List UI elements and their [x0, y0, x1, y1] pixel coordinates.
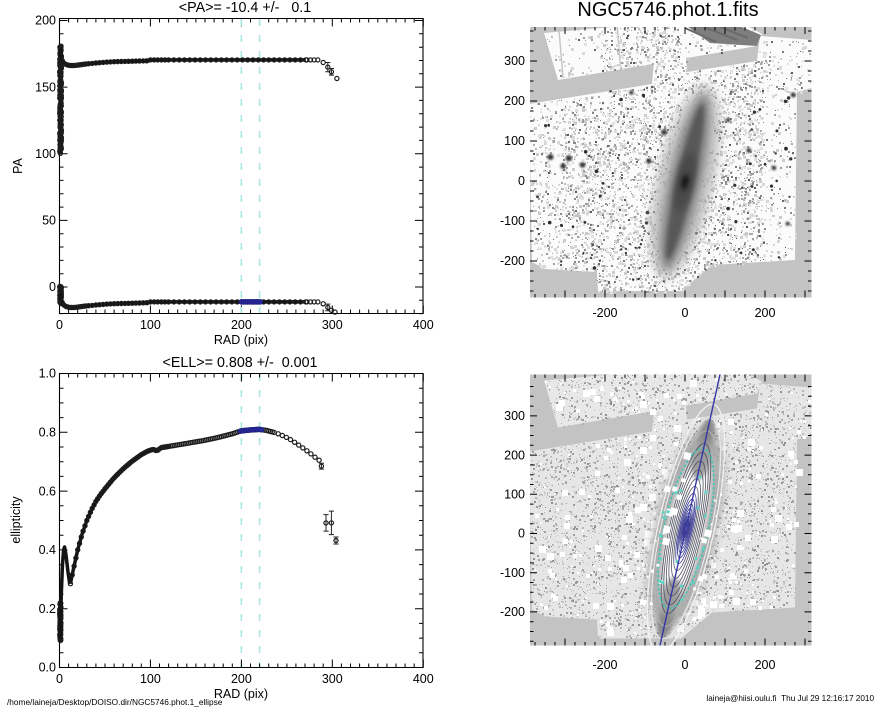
svg-text:200: 200: [231, 672, 252, 686]
svg-text:/home/laineja/Desktop/DOISO.di: /home/laineja/Desktop/DOISO.dir/NGC5746.…: [7, 697, 223, 707]
svg-text:0: 0: [518, 174, 525, 188]
svg-text:0: 0: [49, 280, 56, 294]
svg-text:400: 400: [413, 672, 434, 686]
svg-text:0: 0: [56, 672, 63, 686]
svg-text:0.2: 0.2: [39, 602, 56, 616]
svg-text:NGC5746.phot.1.fits: NGC5746.phot.1.fits: [577, 0, 758, 21]
svg-text:laineja@hiisi.oulu.fi Thu Jul: laineja@hiisi.oulu.fi Thu Jul 29 12:16:1…: [706, 694, 874, 703]
svg-text:100: 100: [140, 318, 161, 332]
svg-text:<PA>= -10.4 +/- 0.1: <PA>= -10.4 +/- 0.1: [179, 0, 312, 16]
svg-text:0: 0: [56, 318, 63, 332]
svg-text:-200: -200: [500, 254, 525, 268]
svg-text:1.0: 1.0: [39, 367, 56, 381]
svg-text:100: 100: [504, 488, 525, 502]
svg-text:0: 0: [682, 658, 689, 672]
svg-text:200: 200: [504, 94, 525, 108]
svg-text:RAD (pix): RAD (pix): [214, 687, 268, 701]
svg-text:300: 300: [504, 54, 525, 68]
svg-text:0: 0: [518, 527, 525, 541]
svg-text:<ELL>= 0.808 +/- 0.001: <ELL>= 0.808 +/- 0.001: [162, 355, 317, 371]
svg-text:-100: -100: [500, 566, 525, 580]
svg-text:-200: -200: [500, 605, 525, 619]
svg-text:50: 50: [42, 214, 56, 228]
svg-text:150: 150: [35, 80, 56, 94]
svg-text:0: 0: [682, 306, 689, 320]
svg-text:100: 100: [504, 134, 525, 148]
svg-text:0.8: 0.8: [39, 426, 56, 440]
svg-text:100: 100: [35, 147, 56, 161]
svg-text:ellipticity: ellipticity: [9, 496, 23, 544]
svg-text:300: 300: [322, 672, 343, 686]
svg-text:400: 400: [413, 318, 434, 332]
svg-text:-200: -200: [592, 658, 617, 672]
svg-text:200: 200: [504, 448, 525, 462]
svg-text:-200: -200: [592, 306, 617, 320]
svg-text:100: 100: [140, 672, 161, 686]
svg-text:RAD (pix): RAD (pix): [214, 333, 268, 347]
svg-text:200: 200: [755, 658, 776, 672]
svg-text:200: 200: [231, 318, 252, 332]
svg-text:0.6: 0.6: [39, 484, 56, 498]
svg-text:0.4: 0.4: [39, 543, 56, 557]
svg-text:300: 300: [322, 318, 343, 332]
svg-text:0.0: 0.0: [39, 661, 56, 675]
svg-text:-100: -100: [500, 214, 525, 228]
svg-text:200: 200: [35, 14, 56, 28]
svg-text:200: 200: [755, 306, 776, 320]
svg-text:PA: PA: [11, 157, 25, 173]
svg-text:300: 300: [504, 409, 525, 423]
